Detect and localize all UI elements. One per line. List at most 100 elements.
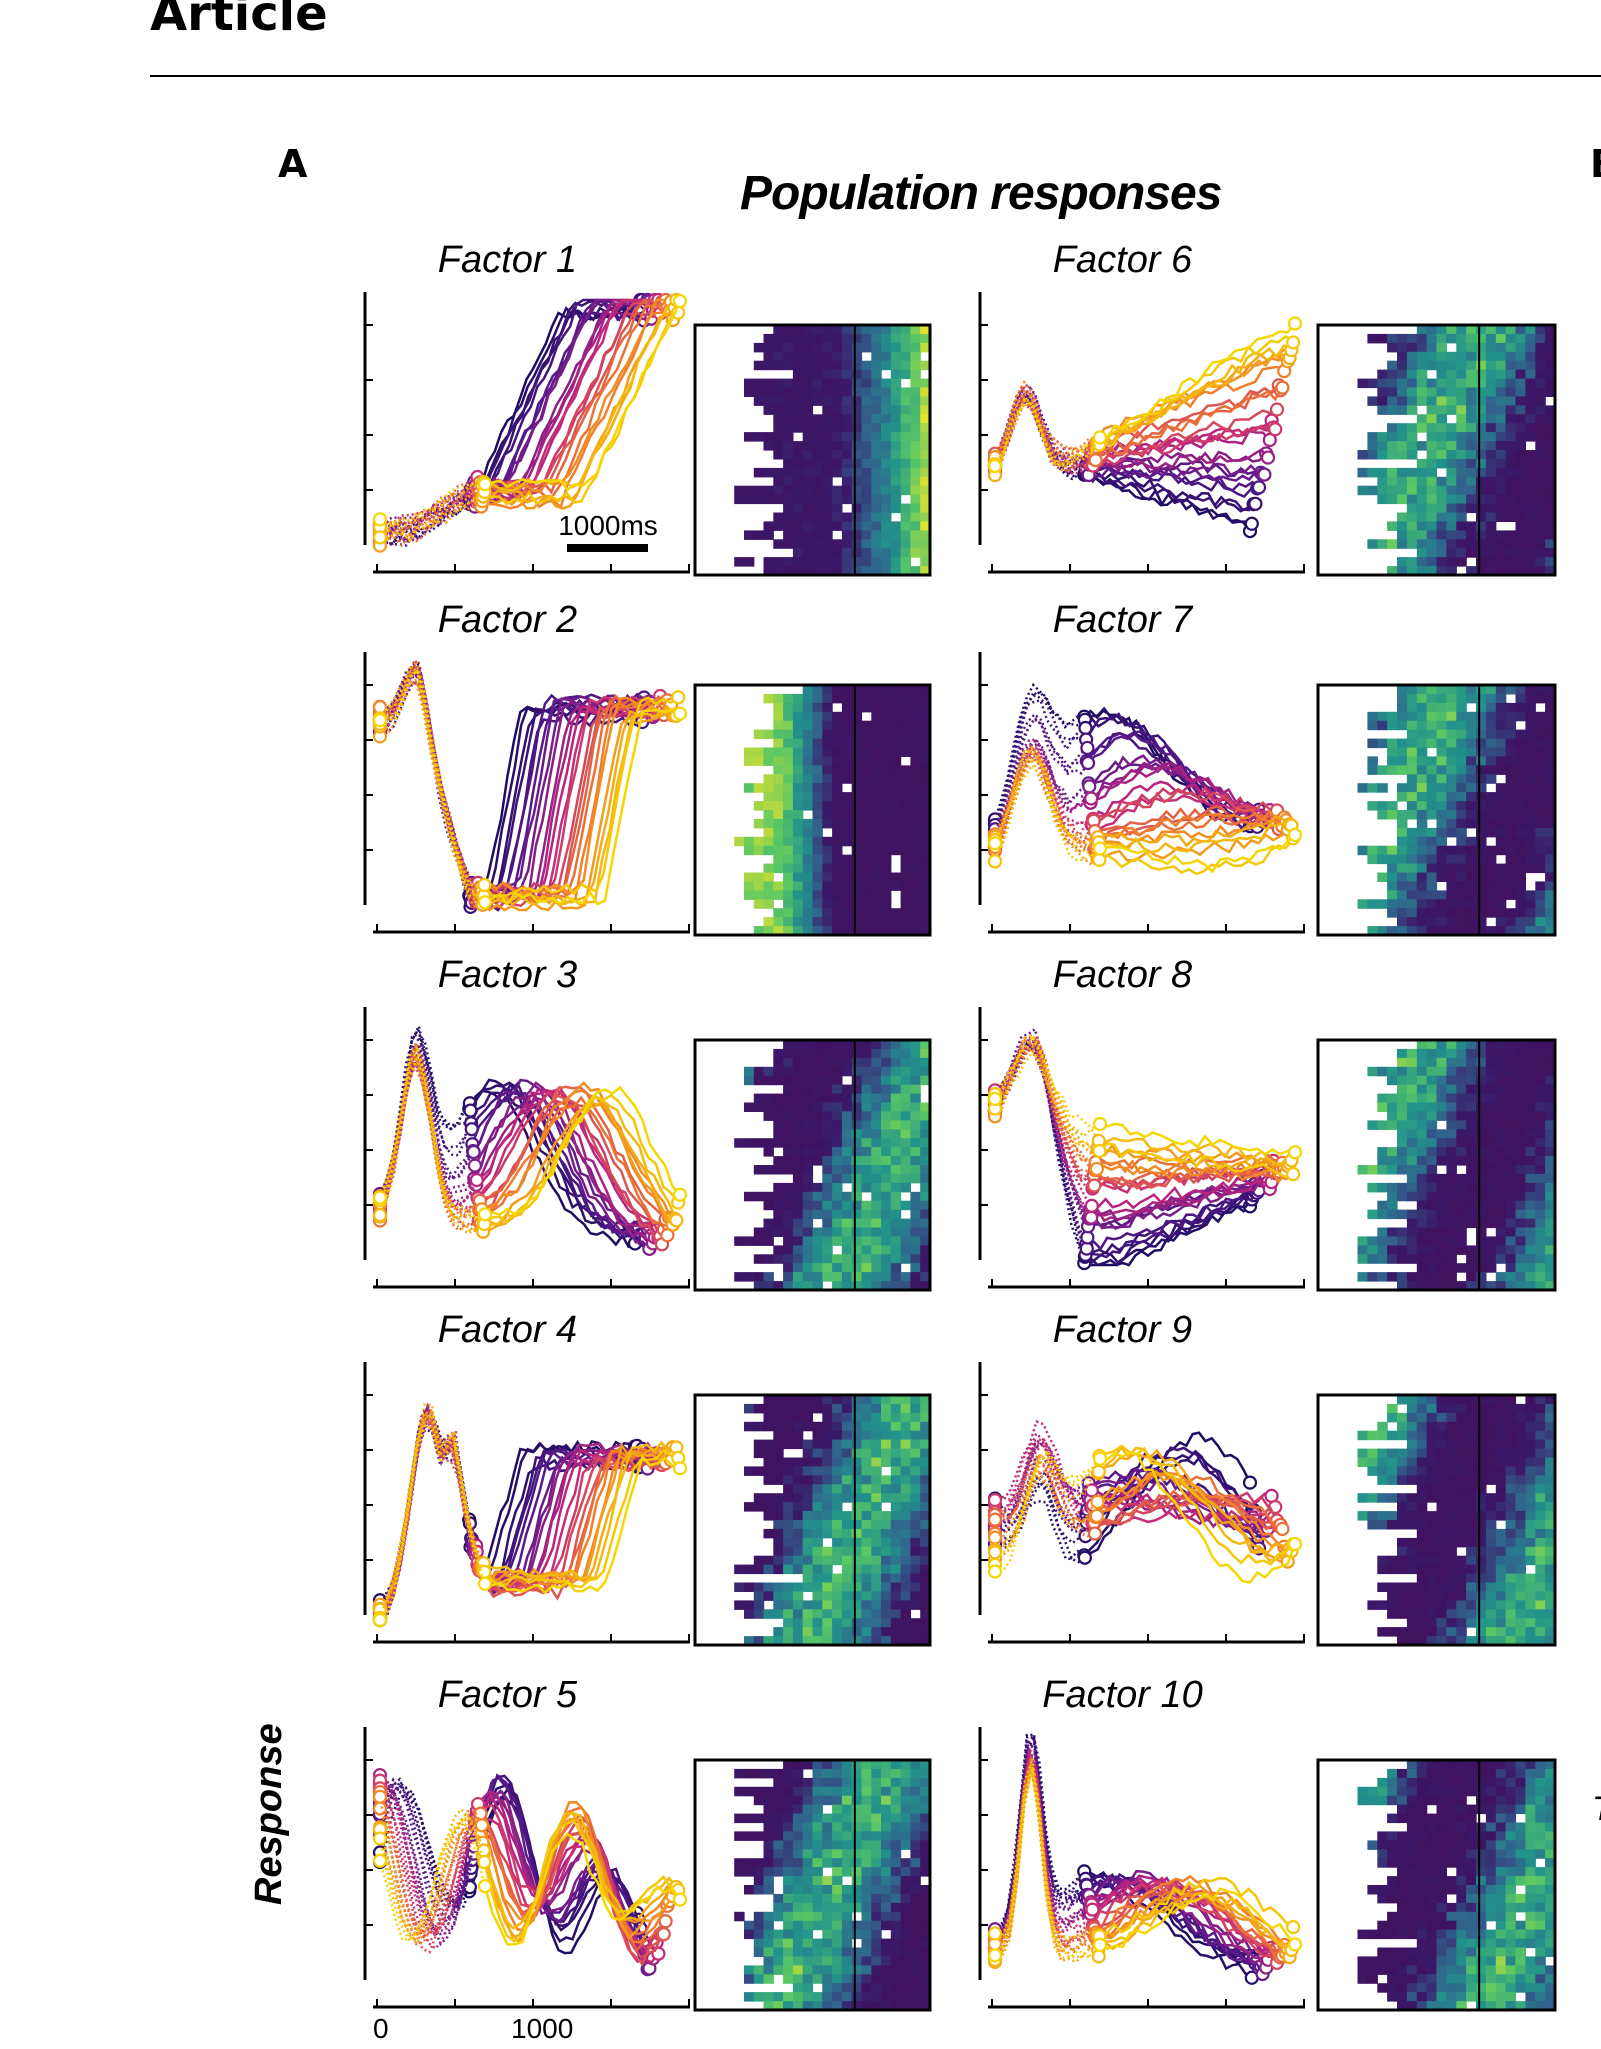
- heatmap-cell: [851, 378, 863, 389]
- heatmap-cell: [802, 756, 814, 766]
- heatmap-cell: [881, 1786, 892, 1797]
- heatmap-cell: [900, 693, 911, 704]
- heatmap-cell: [792, 792, 804, 802]
- heatmap-cell: [1416, 360, 1428, 371]
- heatmap-cell: [1545, 405, 1556, 415]
- heatmap-cell: [822, 854, 833, 865]
- heatmap-cell: [910, 1200, 921, 1211]
- heatmap-cell: [1525, 548, 1536, 558]
- heatmap-cell: [851, 917, 863, 927]
- heatmap-cell: [792, 503, 804, 514]
- heatmap-cell: [1505, 450, 1517, 460]
- heatmap-cell: [910, 1600, 921, 1610]
- heatmap-cell: [910, 1254, 921, 1264]
- heatmap-cell: [1505, 917, 1517, 927]
- heatmap-cell: [871, 765, 882, 775]
- cut-off-text: T: [1592, 1790, 1601, 1829]
- heatmap-cell: [734, 494, 745, 505]
- heatmap-cell: [1505, 747, 1517, 757]
- heatmap-cell: [1406, 494, 1418, 505]
- heatmap-cell: [841, 1048, 853, 1059]
- heatmap-cell: [802, 1272, 814, 1282]
- heatmap-cell: [1426, 881, 1438, 891]
- heatmap-cell: [1387, 476, 1398, 487]
- heatmap-cell: [1456, 810, 1467, 820]
- heatmap-cell: [832, 1439, 843, 1450]
- heatmap-cell: [1456, 1040, 1467, 1050]
- trace-marker: [372, 1789, 388, 1804]
- heatmap-cell: [773, 711, 784, 722]
- heatmap-cell: [832, 1093, 843, 1104]
- heatmap-cell: [1515, 1075, 1526, 1086]
- heatmap-cell: [851, 747, 863, 757]
- heatmap-cell: [1466, 405, 1477, 415]
- heatmap-cell: [1525, 711, 1536, 722]
- heatmap-cell: [1436, 557, 1447, 567]
- heatmap-cell: [1535, 1263, 1546, 1273]
- heatmap-cell: [1406, 1048, 1418, 1059]
- heatmap-cell: [1535, 485, 1546, 496]
- heatmap-cell: [812, 1209, 823, 1220]
- heatmap-cell: [1545, 693, 1556, 704]
- heatmap-cell: [1535, 503, 1546, 514]
- heatmap-cell: [1515, 702, 1526, 713]
- heatmap-cell: [910, 1084, 921, 1095]
- heatmap-cell: [832, 926, 843, 936]
- heatmap-cell: [1525, 863, 1536, 874]
- heatmap-cell: [1466, 1263, 1477, 1273]
- heatmap-cell: [890, 1129, 902, 1139]
- heatmap-cell: [802, 467, 814, 478]
- heatmap-cell: [753, 1439, 765, 1450]
- heatmap-cell: [1466, 378, 1477, 389]
- heatmap-cell: [851, 765, 863, 775]
- heatmap-cell: [1466, 1165, 1477, 1175]
- heatmap-cell: [802, 1493, 814, 1503]
- heatmap-cell: [841, 1484, 853, 1494]
- heatmap-cell: [1377, 432, 1388, 442]
- heatmap-cell: [1476, 423, 1487, 433]
- heatmap-cell: [753, 1138, 765, 1148]
- heatmap-cell: [1495, 566, 1507, 576]
- heatmap-cell: [812, 1395, 823, 1405]
- trace-dotted: [379, 1411, 484, 1610]
- heatmap-cell: [773, 1520, 784, 1530]
- heatmap-cell: [910, 1272, 921, 1282]
- trace-dotted: [379, 679, 480, 902]
- heatmap-cell: [812, 450, 823, 460]
- heatmap-cell: [1367, 899, 1378, 909]
- heatmap-cell: [881, 926, 892, 936]
- trace-marker: [1092, 852, 1107, 867]
- heatmap-cell: [861, 1075, 872, 1086]
- heatmap-cell: [763, 827, 774, 838]
- heatmap-cell: [802, 414, 814, 424]
- heatmap-cell: [1545, 863, 1556, 874]
- heatmap-cell: [861, 1218, 872, 1229]
- heatmap-cell: [890, 342, 902, 353]
- heatmap-cell: [1397, 1147, 1408, 1157]
- heatmap-cell: [861, 1893, 872, 1904]
- heatmap-cell: [1367, 396, 1378, 406]
- heatmap-cell: [1377, 1200, 1388, 1211]
- heatmap-cell: [1367, 1120, 1378, 1130]
- heatmap-cell: [783, 872, 794, 882]
- heatmap-cell: [792, 872, 804, 882]
- heatmap-cell: [822, 1920, 833, 1931]
- heatmap-cell: [1446, 1209, 1457, 1220]
- heatmap-cell: [1446, 1111, 1457, 1121]
- heatmap-cell: [792, 414, 804, 424]
- heatmap-cell: [822, 1795, 833, 1806]
- heatmap-cell: [1485, 450, 1497, 460]
- heatmap-cell: [1535, 765, 1546, 775]
- heatmap-cell: [1397, 405, 1408, 415]
- heatmap-cell: [744, 1066, 755, 1077]
- heatmap-cell: [763, 729, 774, 740]
- trace-marker: [1251, 480, 1267, 495]
- heatmap-cell: [871, 1484, 882, 1494]
- trace-marker: [467, 1158, 483, 1173]
- heatmap-cell: [802, 1156, 814, 1166]
- heatmap-cell: [900, 503, 911, 514]
- heatmap-cell: [1505, 881, 1517, 891]
- heatmap-cell: [1416, 476, 1428, 487]
- heatmap-cell: [881, 818, 892, 829]
- heatmap-cell: [1446, 1200, 1457, 1211]
